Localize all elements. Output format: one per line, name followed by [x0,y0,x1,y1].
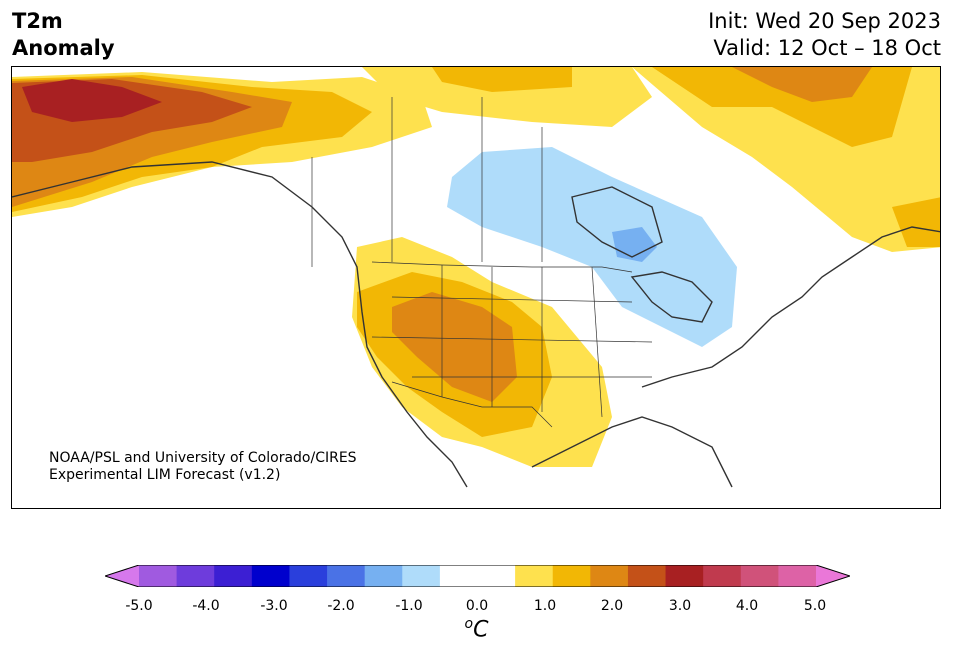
sw-orange [392,292,517,402]
map-title: T2m Anomaly [12,8,115,62]
tick-label: 3.0 [668,598,692,614]
tick-label: -4.0 [192,598,220,614]
tick-label: 0.0 [465,598,489,614]
tick-label: -2.0 [327,598,355,614]
forecast-dates: Init: Wed 20 Sep 2023 Valid: 12 Oct – 18… [708,8,941,62]
init-date: Init: Wed 20 Sep 2023 [708,9,941,33]
colorbar-segment [439,565,478,587]
gulf-coast [531,416,733,488]
tick-label: -5.0 [125,598,153,614]
tick-label: -3.0 [260,598,288,614]
colorbar-extend-low [105,565,139,587]
north-yellow [362,67,652,127]
us-canada-border [371,261,633,273]
credit-line-1: NOAA/PSL and University of Colorado/CIRE… [49,450,357,466]
colorbar-unit: oC [0,616,953,642]
colorbar-segment [515,565,554,587]
colorbar-segment [289,565,328,587]
title-line-2: Anomaly [12,36,115,60]
colorbar-segment [402,565,441,587]
anomaly-fills [12,67,940,467]
boundaries [12,161,940,488]
anomaly-map [11,66,941,509]
colorbar-segment [590,565,629,587]
alaska-red [22,79,162,122]
degree-sup: o [464,616,474,632]
colorbar-segment [364,565,403,587]
us-mexico-border [391,381,553,428]
colorbar-segment [214,565,253,587]
east-coast [641,226,940,388]
tick-label: 2.0 [600,598,624,614]
colorbar-ticks: -5.0 -4.0 -3.0 -2.0 -1.0 0.0 1.0 2.0 3.0… [0,598,953,618]
title-line-1: T2m [12,9,63,33]
colorbar-segment [740,565,779,587]
colorbar-segment [327,565,366,587]
great-lakes [630,271,713,323]
colorbar-segment [139,565,178,587]
unit-letter: C [473,617,489,643]
colorbar-segment [552,565,591,587]
colorbar [105,565,850,587]
colorbar-segment [477,565,516,587]
credit-text: NOAA/PSL and University of Colorado/CIRE… [49,450,357,484]
state-lines-6 [371,336,653,343]
tick-label: 5.0 [803,598,827,614]
political-borders [311,97,653,428]
colorbar-segment [176,565,215,587]
state-lines-5 [391,296,633,303]
colorbar-segment [703,565,742,587]
colorbar-segment [665,565,704,587]
ne-orange [732,67,872,102]
labrador-gold [892,197,940,247]
state-lines-4 [591,266,603,418]
credit-line-2: Experimental LIM Forecast (v1.2) [49,467,281,483]
tick-label: 1.0 [533,598,557,614]
north-gold [432,67,572,92]
colorbar-extend-high [816,565,850,587]
hudson-bay [571,186,663,258]
colorbar-segment [778,565,817,587]
west-coast [12,161,468,488]
central-lightblue [447,147,737,347]
tick-label: -1.0 [395,598,423,614]
colorbar-segment [627,565,667,587]
map-canvas [12,67,940,488]
colorbar-segment [251,565,290,587]
tick-label: 4.0 [735,598,759,614]
valid-range: Valid: 12 Oct – 18 Oct [713,36,941,60]
